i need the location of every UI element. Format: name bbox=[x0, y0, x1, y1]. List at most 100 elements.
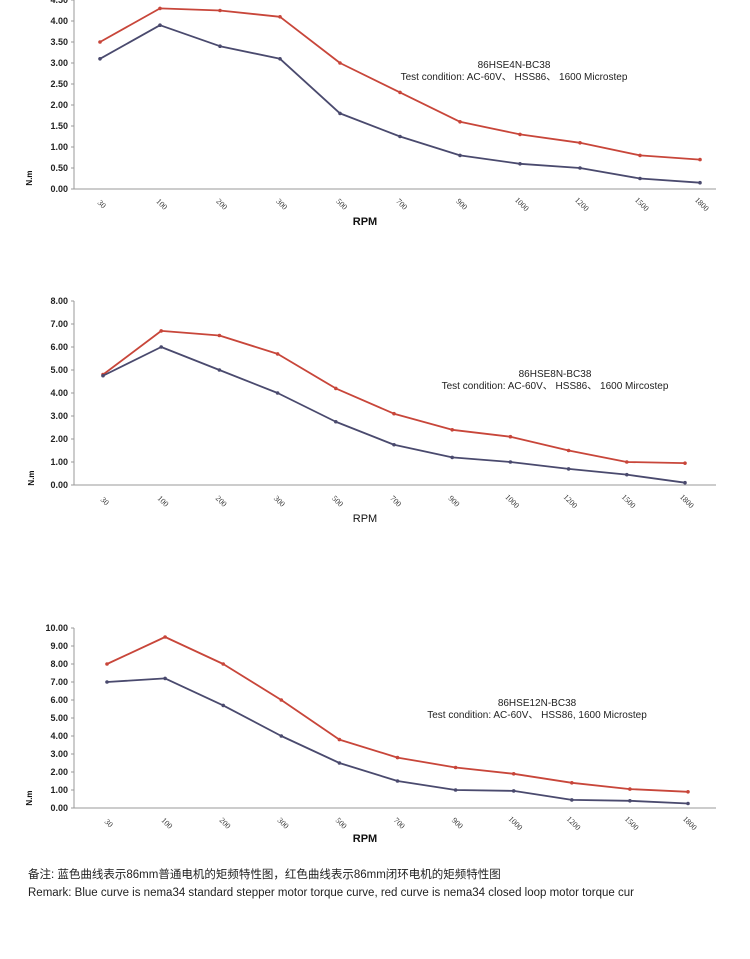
y-tick-label: 5.00 bbox=[50, 713, 68, 723]
x-axis-title: RPM bbox=[353, 833, 377, 845]
x-tick-label: 1200 bbox=[565, 814, 583, 832]
y-tick-label: 4.00 bbox=[50, 16, 68, 26]
x-tick-label: 100 bbox=[159, 816, 174, 831]
x-tick-label: 500 bbox=[334, 816, 349, 831]
x-tick-label: 500 bbox=[334, 197, 349, 212]
y-tick-label: 2.00 bbox=[50, 434, 68, 444]
data-point-closed-loop bbox=[398, 90, 402, 95]
x-tick-label: 200 bbox=[214, 197, 229, 212]
x-tick-label: 1800 bbox=[678, 492, 696, 510]
y-tick-label: 2.00 bbox=[50, 100, 68, 110]
data-point-standard bbox=[163, 676, 167, 681]
data-point-closed-loop bbox=[159, 329, 163, 333]
data-point-closed-loop bbox=[278, 14, 282, 19]
remark-chinese: 备注: 蓝色曲线表示86mm普通电机的矩频特性图，红色曲线表示86mm闭环电机的… bbox=[28, 869, 501, 881]
y-tick-label: 2.50 bbox=[50, 79, 68, 89]
series-line-standard bbox=[99, 24, 701, 184]
y-tick-label: 6.00 bbox=[50, 695, 68, 705]
y-tick-label: 1.50 bbox=[50, 121, 68, 131]
data-point-standard bbox=[638, 176, 642, 181]
chart-86hse8n: 0.00 1.00 2.00 3.00 4.00 5.00 6.00 7.00 8.00 30 10… bbox=[27, 296, 716, 525]
data-point-standard bbox=[395, 779, 400, 783]
data-point-closed-loop bbox=[338, 61, 342, 65]
model-annotation: 86HSE4N-BC38 bbox=[478, 60, 551, 71]
x-tick-label: 1000 bbox=[503, 492, 521, 510]
x-tick-label: 300 bbox=[272, 494, 287, 509]
data-point-closed-loop bbox=[450, 428, 455, 432]
y-tick-label: 8.00 bbox=[50, 296, 68, 306]
x-tick-label: 1500 bbox=[623, 814, 641, 832]
x-tick-label: 1000 bbox=[507, 814, 525, 832]
data-point-closed-loop bbox=[337, 737, 342, 742]
x-tick-label: 1500 bbox=[620, 492, 638, 510]
y-tick-label: 0.00 bbox=[50, 480, 68, 490]
data-point-closed-loop bbox=[217, 333, 222, 338]
data-point-standard bbox=[217, 368, 222, 372]
data-point-standard bbox=[105, 680, 109, 684]
data-point-standard bbox=[458, 153, 462, 158]
data-point-closed-loop bbox=[683, 461, 687, 465]
data-point-closed-loop bbox=[275, 352, 280, 356]
x-tick-label: 30 bbox=[99, 495, 111, 507]
data-point-standard bbox=[450, 455, 455, 460]
x-tick-label: 100 bbox=[154, 197, 169, 212]
data-point-standard bbox=[566, 467, 571, 471]
data-point-closed-loop bbox=[570, 781, 574, 785]
data-point-standard bbox=[338, 111, 342, 116]
data-point-closed-loop bbox=[638, 153, 642, 158]
y-tick-label: 2.00 bbox=[50, 767, 68, 777]
y-tick-label: 10.00 bbox=[45, 623, 68, 633]
x-tick-label: 700 bbox=[392, 816, 407, 831]
data-point-standard bbox=[158, 23, 162, 28]
data-point-standard bbox=[453, 788, 458, 792]
data-point-standard bbox=[392, 442, 396, 447]
data-point-standard bbox=[278, 57, 282, 61]
data-point-closed-loop bbox=[518, 132, 522, 137]
data-point-standard bbox=[570, 798, 574, 802]
model-annotation: 86HSE8N-BC38 bbox=[519, 369, 592, 380]
data-point-closed-loop bbox=[105, 662, 109, 666]
x-tick-label: 700 bbox=[388, 494, 403, 509]
x-tick-label: 1800 bbox=[681, 814, 699, 832]
data-point-closed-loop bbox=[511, 772, 516, 776]
data-point-closed-loop bbox=[625, 460, 629, 464]
data-point-standard bbox=[578, 166, 582, 170]
y-tick-label: 6.00 bbox=[50, 342, 68, 352]
x-tick-label: 900 bbox=[450, 816, 465, 831]
data-point-closed-loop bbox=[578, 141, 582, 145]
x-tick-label: 100 bbox=[156, 494, 171, 509]
remark-english: Remark: Blue curve is nema34 standard st… bbox=[28, 887, 634, 899]
y-tick-label: 0.00 bbox=[50, 803, 68, 813]
data-point-closed-loop bbox=[686, 790, 690, 794]
data-point-closed-loop bbox=[163, 635, 167, 639]
data-point-standard bbox=[398, 134, 402, 139]
data-point-closed-loop bbox=[628, 787, 632, 791]
data-point-standard bbox=[625, 472, 629, 477]
y-tick-label: 4.00 bbox=[50, 388, 68, 398]
data-point-closed-loop bbox=[458, 120, 462, 124]
y-axis-title: N.m bbox=[25, 170, 34, 185]
x-tick-label: 200 bbox=[218, 816, 233, 831]
data-point-standard bbox=[218, 44, 222, 48]
data-point-standard bbox=[101, 373, 105, 378]
y-tick-label: 3.00 bbox=[50, 749, 68, 759]
data-point-closed-loop bbox=[218, 8, 222, 13]
x-tick-label: 900 bbox=[447, 494, 462, 509]
y-tick-label: 1.00 bbox=[50, 142, 68, 152]
x-tick-label: 1500 bbox=[633, 195, 651, 213]
y-tick-label: 9.00 bbox=[50, 641, 68, 651]
x-tick-label: 1200 bbox=[573, 195, 591, 213]
y-tick-label: 4.00 bbox=[50, 731, 68, 741]
chart-86hse4n: 0.00 0.50 1.00 1.50 2.00 2.50 3.00 3.50 4.00 4.50… bbox=[25, 0, 716, 228]
data-point-standard bbox=[628, 799, 632, 803]
y-tick-label: 1.00 bbox=[50, 785, 68, 795]
x-tick-label: 200 bbox=[214, 494, 229, 509]
data-point-standard bbox=[683, 480, 687, 485]
y-tick-label: 3.00 bbox=[50, 58, 68, 68]
data-point-closed-loop bbox=[698, 157, 702, 162]
test-condition-annotation: Test condition: AC-60V、 HSS86、 1600 Mirc… bbox=[442, 381, 669, 392]
y-tick-label: 1.00 bbox=[50, 457, 68, 467]
x-tick-label: 500 bbox=[330, 494, 345, 509]
y-tick-label: 8.00 bbox=[50, 659, 68, 669]
data-point-closed-loop bbox=[508, 434, 513, 439]
